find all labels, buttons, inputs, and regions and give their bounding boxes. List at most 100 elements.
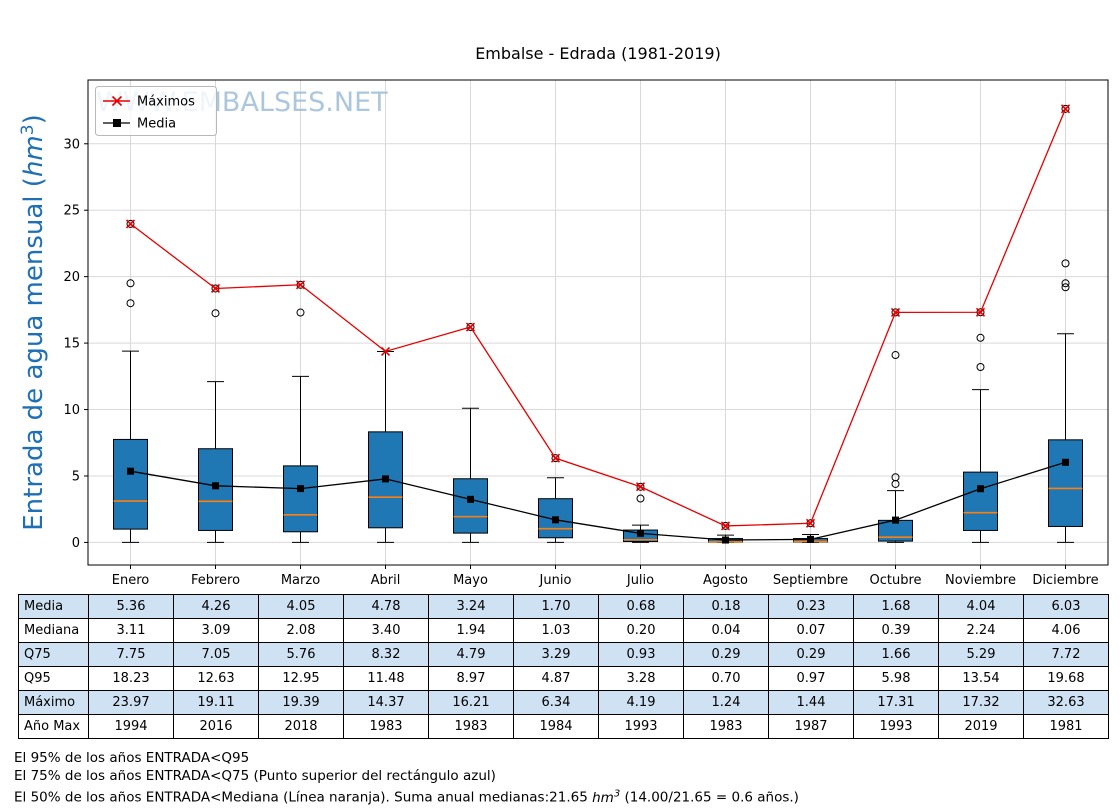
x-tick-label: Febrero <box>191 573 240 588</box>
chart-title: Embalse - Edrada (1981-2019) <box>475 44 721 63</box>
maximos-x-marker <box>295 280 306 290</box>
stat-value-cell: 4.87 <box>513 666 599 691</box>
stat-value-cell: 1.03 <box>513 618 599 643</box>
y-tick-label: 25 <box>63 204 80 219</box>
stat-value-cell: 0.93 <box>598 642 684 667</box>
stat-value-cell: 13.54 <box>938 666 1024 691</box>
stat-value-cell: 1983 <box>428 714 514 739</box>
stats-row: Máximo 23.97 19.11 19.39 14.37 16.21 6.34 4.19 1… <box>18 690 1109 715</box>
media-square-marker <box>807 535 814 543</box>
maximos-x-marker <box>720 521 731 531</box>
stat-value-cell: 1984 <box>513 714 599 739</box>
stat-value-cell: 1.94 <box>428 618 514 643</box>
stat-value-cell: 6.03 <box>1023 594 1109 619</box>
stat-value-cell: 0.20 <box>598 618 684 643</box>
stat-row-label: Q75 <box>18 642 89 667</box>
stat-value-cell: 32.63 <box>1023 690 1109 715</box>
stat-value-cell: 1981 <box>1023 714 1109 739</box>
stat-row-label: Año Max <box>18 714 89 739</box>
media-square-marker <box>297 485 304 493</box>
y-tick-label: 30 <box>63 137 80 152</box>
media-square-marker <box>722 536 729 544</box>
stat-value-cell: 1.24 <box>683 690 769 715</box>
stat-value-cell: 4.06 <box>1023 618 1109 643</box>
stat-value-cell: 5.29 <box>938 642 1024 667</box>
stat-value-cell: 1.66 <box>853 642 939 667</box>
stat-value-cell: 7.72 <box>1023 642 1109 667</box>
stat-value-cell: 1983 <box>343 714 429 739</box>
stat-value-cell: 6.34 <box>513 690 599 715</box>
stat-value-cell: 19.11 <box>173 690 259 715</box>
stat-value-cell: 5.98 <box>853 666 939 691</box>
legend-media-square-icon <box>113 119 121 127</box>
y-tick-label: 0 <box>72 536 80 551</box>
media-square-marker <box>892 516 899 524</box>
stat-row-label: Media <box>18 594 89 619</box>
x-tick-label: Mayo <box>453 573 488 588</box>
stat-value-cell: 2.24 <box>938 618 1024 643</box>
stat-value-cell: 3.40 <box>343 618 429 643</box>
stat-value-cell: 0.97 <box>768 666 854 691</box>
stat-value-cell: 7.75 <box>88 642 174 667</box>
maximos-x-marker <box>125 219 136 229</box>
maximos-x-marker <box>975 307 986 317</box>
stat-value-cell: 1983 <box>683 714 769 739</box>
stat-value-cell: 4.04 <box>938 594 1024 619</box>
iqr-box <box>963 471 998 531</box>
legend-media-label: Media <box>137 117 176 132</box>
stat-value-cell: 1993 <box>853 714 939 739</box>
footnote-mediana-post: (14.00/21.65 = 0.6 años.) <box>620 789 799 806</box>
stat-value-cell: 3.28 <box>598 666 684 691</box>
monthly-stats-table: Media 5.36 4.26 4.05 4.78 3.24 1.70 0.68 0.18 0.2… <box>18 594 1109 739</box>
stat-value-cell: 3.24 <box>428 594 514 619</box>
stat-value-cell: 0.39 <box>853 618 939 643</box>
stat-value-cell: 4.05 <box>258 594 344 619</box>
stat-value-cell: 14.37 <box>343 690 429 715</box>
stat-value-cell: 8.32 <box>343 642 429 667</box>
footnote-mediana-pre: El 50% de los años ENTRADA<Mediana (Líne… <box>14 789 593 806</box>
iqr-box <box>198 448 233 531</box>
maximos-x-marker <box>380 346 391 357</box>
stat-value-cell: 0.07 <box>768 618 854 643</box>
media-line <box>130 461 1066 541</box>
outlier-marker <box>551 454 560 463</box>
media-square-marker <box>977 485 984 493</box>
stat-value-cell: 2016 <box>173 714 259 739</box>
stat-value-cell: 2019 <box>938 714 1024 739</box>
outlier-marker <box>976 333 985 342</box>
stat-value-cell: 2018 <box>258 714 344 739</box>
outlier-marker <box>466 323 475 332</box>
outlier-marker <box>976 363 985 372</box>
outlier-marker <box>891 473 900 482</box>
stat-value-cell: 18.23 <box>88 666 174 691</box>
stat-value-cell: 5.36 <box>88 594 174 619</box>
x-tick-label: Octubre <box>869 573 921 588</box>
stats-row: Q75 7.75 7.05 5.76 8.32 4.79 3.29 0.93 0.29 0.29 1… <box>18 642 1109 667</box>
stat-value-cell: 1.44 <box>768 690 854 715</box>
boxplot-chart: 0 5 10 15 20 25 30 Enero Febrero Marzo Abril Mayo Ju… <box>18 44 1109 588</box>
maximos-x-marker <box>465 322 476 332</box>
maximos-x-marker <box>635 482 646 492</box>
y-tick-label: 10 <box>63 403 80 418</box>
stat-value-cell: 8.97 <box>428 666 514 691</box>
stat-value-cell: 19.68 <box>1023 666 1109 691</box>
hm3-math: hm3 <box>592 788 620 806</box>
legend-maximos-label: Máximos <box>137 95 195 110</box>
stat-value-cell: 3.11 <box>88 618 174 643</box>
outlier-marker <box>1061 259 1070 268</box>
media-square-marker <box>637 529 644 537</box>
outlier-marker <box>211 309 220 318</box>
stat-value-cell: 0.29 <box>683 642 769 667</box>
stat-value-cell: 4.19 <box>598 690 684 715</box>
media-square-marker <box>382 475 389 483</box>
x-tick-label: Junio <box>539 573 572 588</box>
legend-maximos-x-icon <box>111 95 123 107</box>
x-tick-label: Enero <box>112 573 150 588</box>
outlier-marker <box>126 279 135 288</box>
plot-border <box>87 79 1109 566</box>
maximos-x-marker <box>550 453 561 463</box>
stat-value-cell: 23.97 <box>88 690 174 715</box>
maximos-x-marker <box>890 307 901 317</box>
stat-value-cell: 16.21 <box>428 690 514 715</box>
